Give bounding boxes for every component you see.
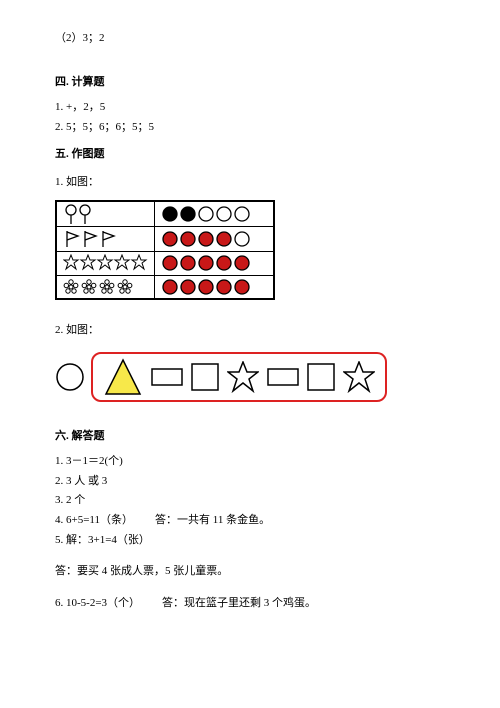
table-row bbox=[56, 201, 274, 227]
dots-row-icon bbox=[161, 254, 261, 272]
cell-left-stars bbox=[56, 251, 155, 275]
s6-l4: 4. 6+5=11（条） 答：一共有 11 条金鱼。 bbox=[55, 512, 445, 530]
triangle-icon bbox=[103, 358, 143, 396]
balloon-icon bbox=[63, 204, 103, 224]
s4-line2: 2. 5；5；6；6；5；5 bbox=[55, 119, 445, 137]
flower-icon bbox=[63, 278, 135, 296]
prev-answer: （2）3；2 bbox=[55, 30, 445, 48]
section5-title: 五. 作图题 bbox=[55, 146, 445, 164]
table-row bbox=[56, 226, 274, 251]
dots-row-icon bbox=[161, 205, 261, 223]
dots-row-icon bbox=[161, 278, 261, 296]
s6-l1: 1. 3－1＝2(个) bbox=[55, 453, 445, 471]
star-icon bbox=[227, 361, 259, 393]
s6-gap1 bbox=[55, 551, 445, 561]
table-row bbox=[56, 275, 274, 299]
s5-q1: 1. 如图： bbox=[55, 174, 445, 192]
star-icon bbox=[63, 254, 148, 272]
circle-icon bbox=[55, 362, 85, 392]
cell-left-flowers bbox=[56, 275, 155, 299]
section4-title: 四. 计算题 bbox=[55, 74, 445, 92]
rect-icon bbox=[267, 368, 299, 386]
section6-title: 六. 解答题 bbox=[55, 428, 445, 446]
square-icon bbox=[307, 363, 335, 391]
cell-right-dots-3 bbox=[155, 251, 275, 275]
dots-row-icon bbox=[161, 230, 261, 248]
s5-q2: 2. 如图： bbox=[55, 322, 445, 340]
cell-left-balloons bbox=[56, 201, 155, 227]
cell-left-flags bbox=[56, 226, 155, 251]
s6-l6: 答：要买 4 张成人票，5 张儿童票。 bbox=[55, 563, 445, 581]
star-icon bbox=[343, 361, 375, 393]
cell-right-dots-1 bbox=[155, 201, 275, 227]
table-row bbox=[56, 251, 274, 275]
s6-l3: 3. 2 个 bbox=[55, 492, 445, 510]
cell-right-dots-2 bbox=[155, 226, 275, 251]
square-icon bbox=[191, 363, 219, 391]
cell-right-dots-4 bbox=[155, 275, 275, 299]
s6-gap2 bbox=[55, 583, 445, 593]
rect-icon bbox=[151, 368, 183, 386]
figure-table bbox=[55, 200, 275, 301]
shapes-figure bbox=[55, 352, 445, 402]
flag-icon bbox=[63, 229, 123, 249]
shapes-panel bbox=[91, 352, 387, 402]
s6-l7: 6. 10-5-2=3（个） 答：现在篮子里还剩 3 个鸡蛋。 bbox=[55, 595, 445, 613]
s6-l2: 2. 3 人 或 3 bbox=[55, 473, 445, 491]
s4-line1: 1. +，2，5 bbox=[55, 99, 445, 117]
s6-l5: 5. 解：3+1=4（张） bbox=[55, 532, 445, 550]
